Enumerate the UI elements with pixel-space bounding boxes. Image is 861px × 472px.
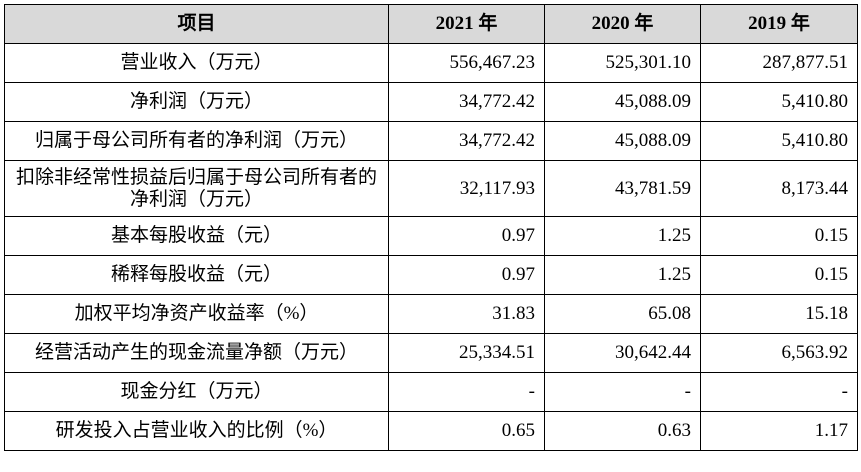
cell-2021: 0.65 [388, 411, 545, 451]
table-wrapper: 项目 2021 年 2020 年 2019 年 营业收入（万元） 556,467… [4, 4, 858, 451]
cell-2019: 1.17 [700, 411, 858, 451]
row-label: 研发投入占营业收入的比例（%） [4, 411, 389, 451]
header-year-2021: 2021 年 [388, 4, 545, 44]
row-label: 现金分红（万元） [4, 372, 389, 412]
cell-2020: 65.08 [544, 294, 701, 334]
table-row: 净利润（万元） 34,772.42 45,088.09 5,410.80 [4, 82, 858, 122]
cell-2020: - [544, 372, 701, 412]
cell-2019: 287,877.51 [700, 43, 858, 83]
table-row: 扣除非经常性损益后归属于母公司所有者的净利润（万元） 32,117.93 43,… [4, 160, 858, 217]
cell-2020: 30,642.44 [544, 333, 701, 373]
table-row: 经营活动产生的现金流量净额（万元） 25,334.51 30,642.44 6,… [4, 333, 858, 373]
table-row: 现金分红（万元） - - - [4, 372, 858, 412]
cell-2021: - [388, 372, 545, 412]
row-label: 归属于母公司所有者的净利润（万元） [4, 121, 389, 161]
header-year-2019: 2019 年 [700, 4, 858, 44]
cell-2019: 15.18 [700, 294, 858, 334]
cell-2021: 31.83 [388, 294, 545, 334]
cell-2020: 43,781.59 [544, 160, 701, 217]
table-row: 稀释每股收益（元） 0.97 1.25 0.15 [4, 255, 858, 295]
cell-2019: 0.15 [700, 216, 858, 256]
cell-2021: 556,467.23 [388, 43, 545, 83]
row-label: 经营活动产生的现金流量净额（万元） [4, 333, 389, 373]
cell-2019: - [700, 372, 858, 412]
row-label: 净利润（万元） [4, 82, 389, 122]
cell-2021: 25,334.51 [388, 333, 545, 373]
header-year-2020: 2020 年 [544, 4, 701, 44]
table-row: 营业收入（万元） 556,467.23 525,301.10 287,877.5… [4, 43, 858, 83]
cell-2019: 0.15 [700, 255, 858, 295]
row-label: 营业收入（万元） [4, 43, 389, 83]
cell-2019: 6,563.92 [700, 333, 858, 373]
table-row: 加权平均净资产收益率（%） 31.83 65.08 15.18 [4, 294, 858, 334]
cell-2021: 0.97 [388, 216, 545, 256]
cell-2021: 34,772.42 [388, 82, 545, 122]
cell-2020: 45,088.09 [544, 121, 701, 161]
table-header-row: 项目 2021 年 2020 年 2019 年 [4, 4, 858, 44]
cell-2020: 1.25 [544, 216, 701, 256]
cell-2019: 5,410.80 [700, 121, 858, 161]
cell-2020: 0.63 [544, 411, 701, 451]
cell-2020: 525,301.10 [544, 43, 701, 83]
table-row: 归属于母公司所有者的净利润（万元） 34,772.42 45,088.09 5,… [4, 121, 858, 161]
cell-2021: 0.97 [388, 255, 545, 295]
cell-2020: 45,088.09 [544, 82, 701, 122]
cell-2021: 32,117.93 [388, 160, 545, 217]
cell-2021: 34,772.42 [388, 121, 545, 161]
cell-2019: 5,410.80 [700, 82, 858, 122]
header-item: 项目 [4, 4, 389, 44]
row-label: 加权平均净资产收益率（%） [4, 294, 389, 334]
row-label: 基本每股收益（元） [4, 216, 389, 256]
cell-2019: 8,173.44 [700, 160, 858, 217]
row-label: 扣除非经常性损益后归属于母公司所有者的净利润（万元） [4, 160, 389, 217]
table-row: 研发投入占营业收入的比例（%） 0.65 0.63 1.17 [4, 411, 858, 451]
cell-2020: 1.25 [544, 255, 701, 295]
table-row: 基本每股收益（元） 0.97 1.25 0.15 [4, 216, 858, 256]
financial-data-table: 项目 2021 年 2020 年 2019 年 营业收入（万元） 556,467… [4, 4, 858, 451]
row-label: 稀释每股收益（元） [4, 255, 389, 295]
